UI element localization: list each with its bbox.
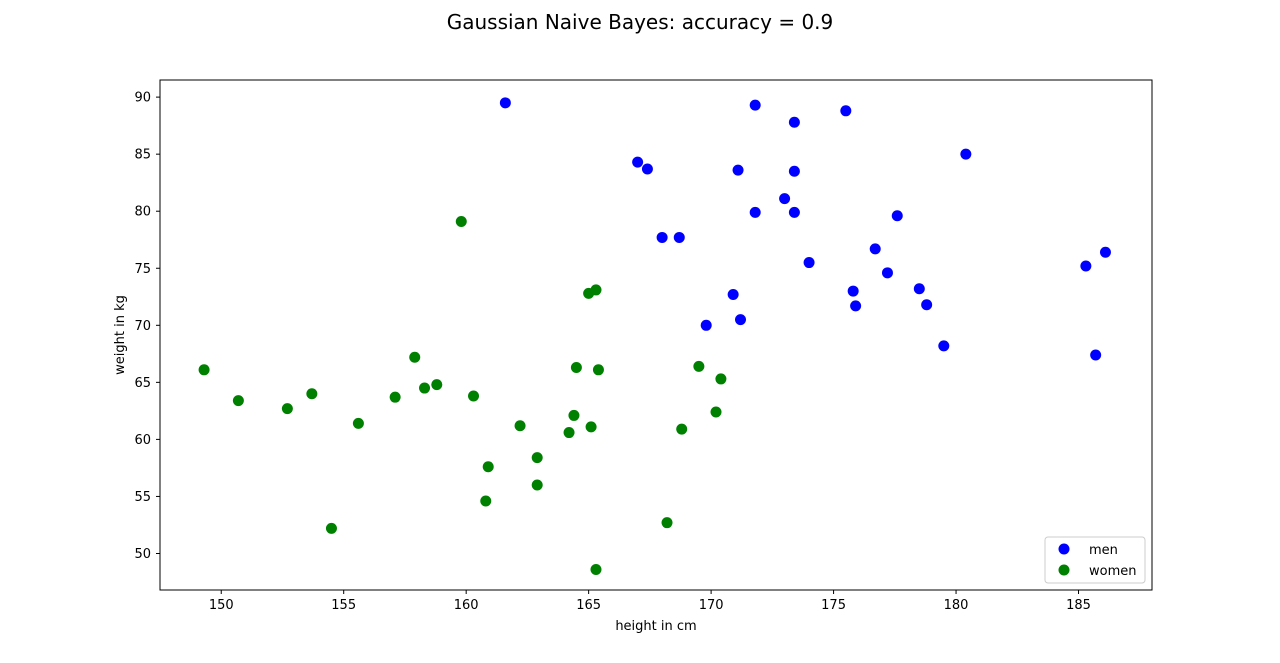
data-point-men	[803, 257, 815, 269]
data-point-men	[921, 299, 933, 311]
data-point-men	[656, 231, 668, 243]
x-tick-label: 155	[331, 598, 356, 613]
x-tick-label: 160	[454, 598, 479, 613]
y-tick-label: 90	[134, 91, 151, 106]
data-point-women	[715, 373, 727, 385]
data-point-men	[632, 156, 644, 168]
data-point-men	[840, 105, 852, 117]
data-point-women	[592, 364, 604, 376]
legend: men women	[1044, 536, 1146, 584]
data-point-women	[419, 382, 431, 394]
data-point-women	[480, 495, 492, 507]
data-point-men	[641, 163, 653, 175]
data-point-women	[563, 427, 575, 439]
legend-marker-women	[1058, 564, 1070, 576]
data-point-women	[281, 403, 293, 415]
data-point-men	[788, 165, 800, 177]
data-point-men	[735, 314, 747, 326]
data-point-women	[409, 351, 421, 363]
data-point-men	[1099, 246, 1111, 258]
y-tick-label: 75	[134, 262, 151, 277]
y-axis: 50 55 60 65 70 75 80 85 90	[134, 91, 160, 562]
data-point-women	[661, 517, 673, 529]
data-point-men	[960, 148, 972, 160]
data-point-men	[727, 288, 739, 300]
y-axis-label: weight in kg	[113, 295, 128, 375]
x-tick-label: 165	[576, 598, 601, 613]
y-tick-label: 85	[134, 148, 151, 163]
data-point-men	[788, 206, 800, 218]
data-point-women	[306, 388, 318, 400]
data-point-men	[732, 164, 744, 176]
data-point-men	[850, 300, 862, 312]
y-tick-label: 70	[134, 319, 151, 334]
data-point-men	[779, 193, 791, 205]
data-point-women	[585, 421, 597, 433]
data-point-women	[531, 452, 543, 464]
x-tick-label: 175	[821, 598, 846, 613]
data-point-men	[913, 283, 925, 295]
data-point-men	[700, 319, 712, 331]
data-point-men	[938, 340, 950, 352]
legend-label-men: men	[1089, 543, 1118, 558]
x-axis: 150 155 160 165 170 175 180 185	[209, 590, 1091, 613]
data-point-men	[869, 243, 881, 255]
data-point-women	[198, 364, 210, 376]
y-tick-label: 55	[134, 490, 151, 505]
x-tick-label: 150	[209, 598, 234, 613]
data-point-men	[499, 97, 511, 109]
y-tick-label: 80	[134, 205, 151, 220]
data-point-men	[1090, 349, 1102, 361]
data-point-men	[847, 285, 859, 297]
data-point-women	[325, 522, 337, 534]
data-point-women	[710, 406, 722, 418]
x-tick-label: 170	[699, 598, 724, 613]
chart-title: Gaussian Naive Bayes: accuracy = 0.9	[447, 10, 834, 34]
data-point-women	[583, 287, 595, 299]
data-point-men	[891, 210, 903, 222]
y-tick-label: 50	[134, 547, 151, 562]
x-axis-label: height in cm	[615, 619, 696, 634]
plot-frame	[159, 79, 1153, 591]
data-point-women	[568, 409, 580, 421]
data-point-women	[352, 417, 364, 429]
legend-label-women: women	[1089, 564, 1137, 579]
y-tick-label: 65	[134, 376, 151, 391]
data-point-women	[455, 215, 467, 227]
data-points	[198, 97, 1111, 575]
data-point-women	[590, 563, 602, 575]
legend-box	[1044, 536, 1146, 584]
data-point-women	[693, 360, 705, 372]
data-point-men	[1080, 260, 1092, 272]
x-tick-label: 180	[944, 598, 969, 613]
data-point-women	[389, 391, 401, 403]
data-point-women	[676, 423, 688, 435]
data-point-women	[431, 379, 443, 391]
data-point-men	[749, 206, 761, 218]
x-tick-label: 185	[1066, 598, 1091, 613]
y-tick-label: 60	[134, 433, 151, 448]
data-point-men	[673, 231, 685, 243]
data-point-men	[749, 99, 761, 111]
data-point-men	[881, 267, 893, 279]
data-point-women	[232, 395, 244, 407]
legend-marker-men	[1058, 543, 1070, 555]
data-point-women	[570, 362, 582, 374]
data-point-women	[482, 461, 494, 473]
plot-area: 150 155 160 165 170 175 180 185 50 55 60 65 70 75 80 8…	[134, 79, 1153, 613]
data-point-men	[788, 116, 800, 128]
data-point-women	[468, 390, 480, 402]
data-point-women	[514, 420, 526, 432]
data-point-women	[531, 479, 543, 491]
